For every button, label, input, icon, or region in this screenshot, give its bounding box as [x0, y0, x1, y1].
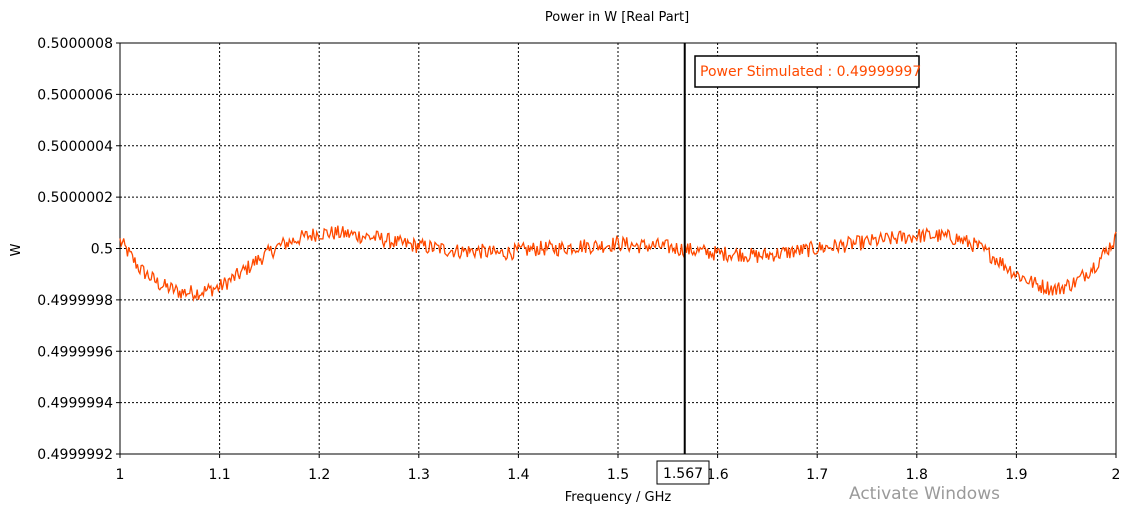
x-tick-label: 2 — [1112, 467, 1121, 483]
x-axis-ticks: 1 1.1 1.2 1.3 1.4 1.5 1.6 1.7 1.8 1.9 2 — [116, 454, 1121, 483]
y-tick-label: 0.5 — [91, 242, 113, 258]
x-tick-label: 1.7 — [806, 467, 828, 483]
x-tick-label: 1.3 — [408, 467, 430, 483]
y-axis-ticks: 0.49999920.49999940.49999960.49999980.50… — [37, 36, 120, 463]
y-tick-label: 0.4999996 — [37, 344, 113, 360]
x-tick-label: 1.8 — [906, 467, 928, 483]
y-tick-label: 0.5000004 — [37, 139, 113, 155]
power-series-line — [119, 225, 1117, 302]
x-tick-label: 1.2 — [308, 467, 330, 483]
annotation-box: Power Stimulated : 0.49999997 — [694, 55, 921, 88]
marker-value-box[interactable]: 1.567 — [656, 460, 710, 485]
activation-watermark: Activate Windows — [849, 484, 1000, 504]
x-tick-label: 1.5 — [607, 467, 629, 483]
chart-title: Power in W [Real Part] — [545, 10, 689, 25]
y-axis-label: W — [9, 243, 24, 256]
marker-value-label: 1.567 — [663, 466, 703, 482]
y-tick-label: 0.5000002 — [37, 190, 113, 206]
annotation-text: Power Stimulated : 0.49999997 — [700, 64, 921, 80]
y-tick-label: 0.5000006 — [37, 87, 113, 103]
x-tick-label: 1 — [116, 467, 125, 483]
x-tick-label: 1.1 — [208, 467, 230, 483]
x-axis-label: Frequency / GHz — [565, 490, 672, 505]
marker-value-frame — [656, 460, 710, 485]
x-tick-label: 1.4 — [507, 467, 529, 483]
y-tick-label: 0.4999998 — [37, 293, 113, 309]
y-tick-label: 0.4999992 — [37, 447, 113, 463]
y-tick-label: 0.4999994 — [37, 396, 113, 412]
annotation-frame — [694, 55, 920, 88]
x-tick-label: 1.6 — [706, 467, 728, 483]
y-tick-label: 0.5000008 — [37, 36, 113, 52]
x-tick-label: 1.9 — [1005, 467, 1027, 483]
